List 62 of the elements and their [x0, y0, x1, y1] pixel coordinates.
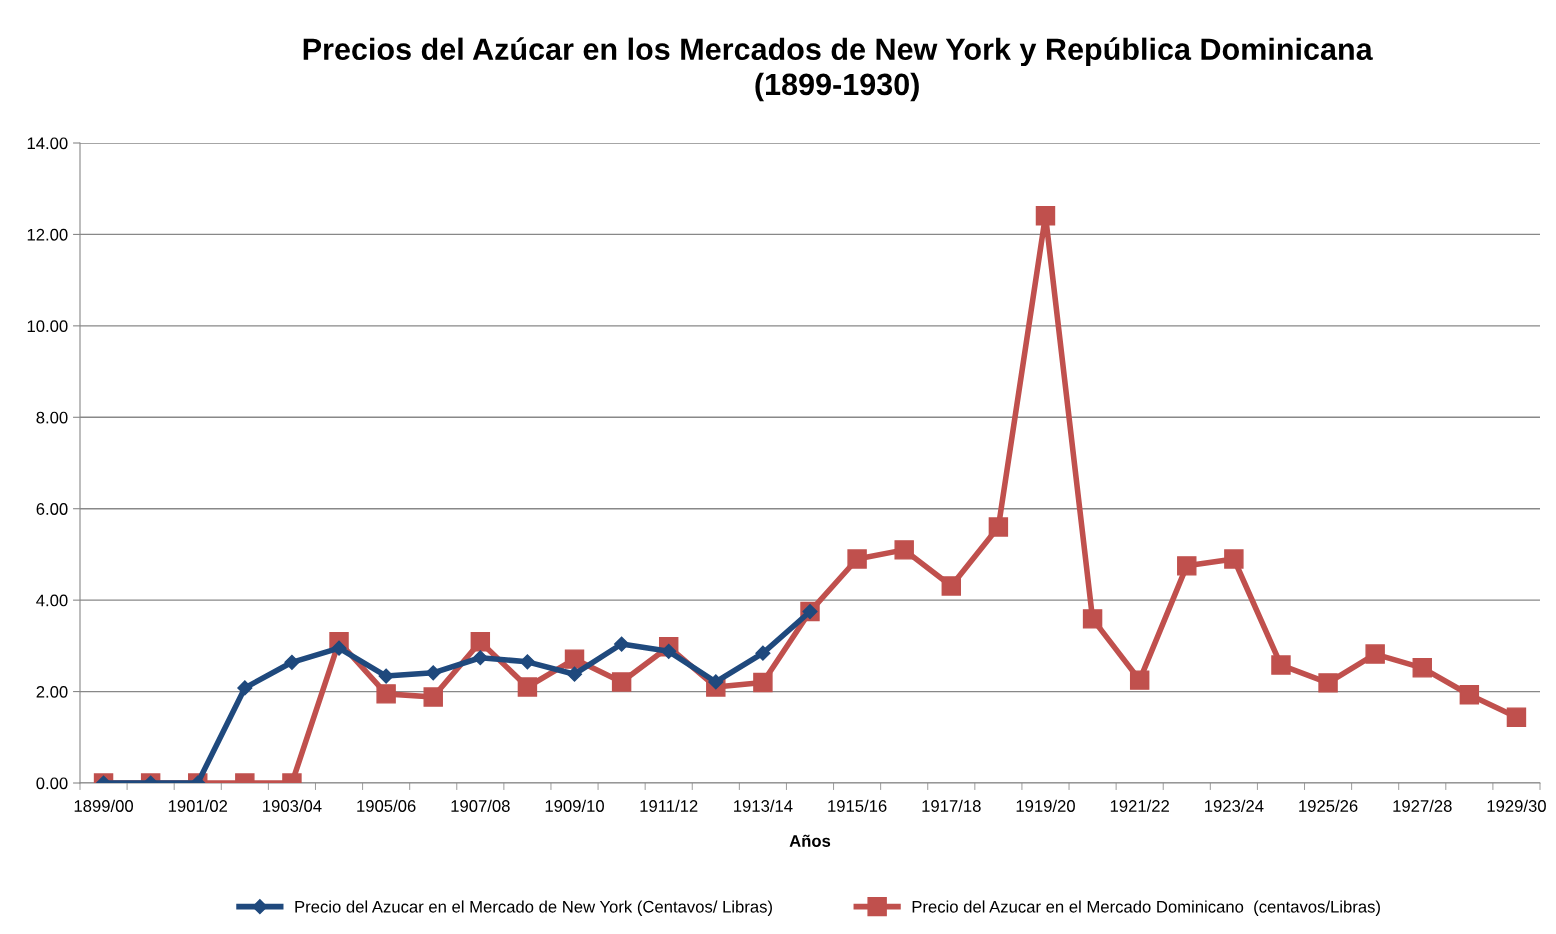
x-tick-label: 1911/12 [640, 799, 698, 812]
y-tick-label: 4.00 [36, 594, 68, 607]
point [753, 672, 773, 693]
point [1318, 673, 1338, 693]
x-tick-label: 1917/18 [922, 799, 981, 812]
x-axis-title: Años [789, 834, 831, 847]
y-tick-label: 8.00 [36, 411, 68, 424]
point [988, 517, 1009, 537]
point [1459, 685, 1480, 705]
point [472, 650, 488, 666]
point [331, 640, 347, 656]
x-tick-label: 1919/20 [1016, 799, 1075, 812]
point [894, 540, 914, 560]
x-tick-label: 1921/22 [1110, 799, 1169, 812]
point [1271, 655, 1291, 675]
point [284, 654, 300, 670]
point [517, 677, 538, 697]
point [1412, 658, 1432, 678]
legend-label: Precio del Azucar en el Mercado Dominicano (centavos/Libras) [912, 900, 1380, 916]
point [237, 680, 253, 696]
y-tick-label: 14.00 [27, 137, 68, 150]
point [614, 636, 630, 652]
chart-title: Precios del Azúcar en los Mercados de New York y República Dominicana (1899-1930) [303, 37, 1373, 102]
point [519, 654, 535, 670]
x-tick-label: 1903/04 [263, 799, 322, 812]
point [847, 549, 867, 569]
point [425, 665, 441, 681]
point [470, 632, 491, 652]
x-tick-label: 1927/28 [1393, 799, 1452, 812]
point [1082, 609, 1103, 629]
point [378, 668, 394, 684]
point [1177, 556, 1197, 576]
point [564, 649, 585, 669]
point [708, 674, 724, 690]
point [1365, 644, 1385, 664]
point [611, 672, 632, 692]
point [1129, 670, 1150, 690]
x-tick-label: 1899/00 [74, 799, 134, 812]
x-tick-label: 1923/24 [1205, 799, 1264, 812]
x-tick-label: 1909/10 [545, 799, 604, 812]
x-tick-label: 1901/02 [168, 799, 228, 812]
point [755, 645, 771, 661]
x-tick-label: 1929/30 [1487, 799, 1546, 812]
point [1035, 205, 1056, 226]
x-tick-label: 1915/16 [828, 799, 887, 812]
x-tick-label: 1925/26 [1299, 799, 1358, 812]
point [423, 687, 443, 707]
point [941, 576, 962, 596]
y-tick-label: 12.00 [27, 228, 68, 241]
x-tick-label: 1905/06 [357, 799, 416, 812]
x-tick-label: 1913/14 [734, 799, 793, 812]
point [1224, 549, 1244, 569]
legend-label: Precio del Azucar en el Mercado de New York (Centavos/ Libras) [295, 900, 772, 916]
y-tick-label: 6.00 [36, 503, 68, 515]
point [1506, 707, 1527, 727]
point [376, 684, 396, 704]
y-tick-label: 2.00 [36, 685, 68, 698]
point [566, 666, 583, 682]
point [661, 643, 677, 659]
y-tick-label: 0.00 [36, 777, 68, 790]
x-tick-label: 1907/08 [451, 799, 510, 812]
y-tick-label: 10.00 [27, 320, 68, 333]
